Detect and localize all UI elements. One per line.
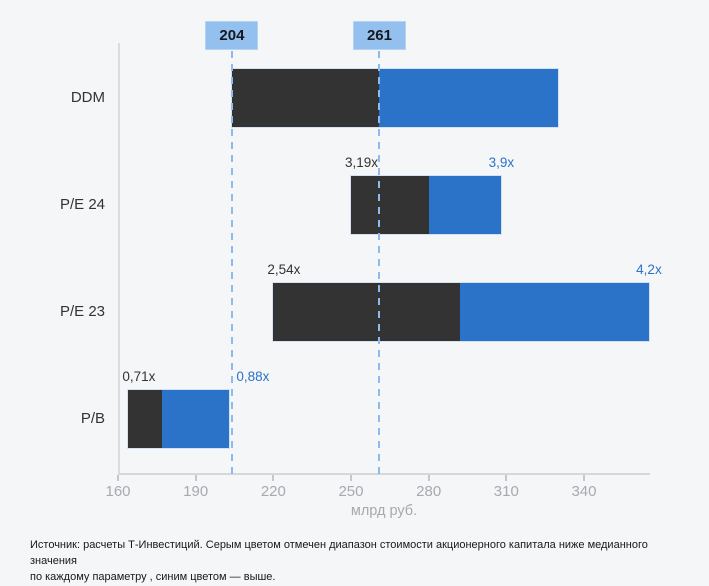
reference-label-261: 261 [352, 21, 406, 50]
bar-segment-below-median [231, 69, 380, 127]
x-tick-mark-160 [117, 475, 119, 481]
bar-p-b [128, 390, 230, 448]
x-tick-label-340: 340 [571, 483, 597, 500]
plot-area [118, 43, 650, 475]
x-tick-mark-250 [349, 475, 352, 481]
bar-segment-above-median [379, 69, 559, 127]
x-tick-mark-220 [272, 475, 275, 481]
x-tick-label-280: 280 [416, 483, 442, 500]
low-multiple-label: 0,71x [122, 369, 156, 384]
x-tick-mark-310 [505, 475, 508, 481]
bar-segment-below-median [128, 390, 162, 448]
x-tick-mark-340 [582, 475, 585, 481]
bar-segment-below-median [273, 283, 460, 341]
reference-line-204 [230, 51, 233, 475]
low-multiple-label: 2,54x [267, 262, 301, 277]
x-tick-label-190: 190 [183, 483, 209, 500]
category-label-p-e-24: P/E 24 [59, 196, 105, 213]
category-label-p-e-23: P/E 23 [59, 303, 105, 320]
x-axis-title: млрд руб. [350, 503, 418, 519]
bar-p-e-23 [273, 283, 649, 341]
x-tick-mark-190 [194, 475, 197, 481]
source-note: Источник: расчеты Т-Инвестиций. Серым цв… [30, 537, 692, 585]
x-tick-label-310: 310 [493, 483, 519, 500]
reference-line-261 [378, 51, 381, 475]
x-tick-mark-280 [427, 475, 430, 481]
reference-label-204: 204 [205, 21, 259, 50]
bar-segment-above-median [428, 176, 502, 234]
low-multiple-label: 3,19x [344, 155, 379, 170]
high-multiple-label: 0,88x [236, 369, 270, 384]
source-note-line1: Источник: расчеты Т-Инвестиций. Серым цв… [30, 539, 648, 567]
high-multiple-label: 4,2x [636, 262, 662, 277]
bar-segment-above-median [459, 283, 649, 341]
category-label-ddm: DDM [70, 89, 105, 106]
high-multiple-label: 3,9x [488, 155, 515, 170]
bar-ddm [231, 69, 559, 127]
source-note-line2: по каждому параметру , синим цветом — вы… [30, 571, 276, 583]
bar-segment-above-median [161, 390, 230, 448]
x-tick-label-220: 220 [260, 483, 286, 500]
bar-p-e-24 [350, 176, 502, 234]
category-label-p-b: P/B [80, 410, 105, 427]
x-tick-label-160: 160 [105, 483, 131, 500]
bar-segment-below-median [350, 176, 429, 234]
x-tick-label-250: 250 [338, 483, 364, 500]
